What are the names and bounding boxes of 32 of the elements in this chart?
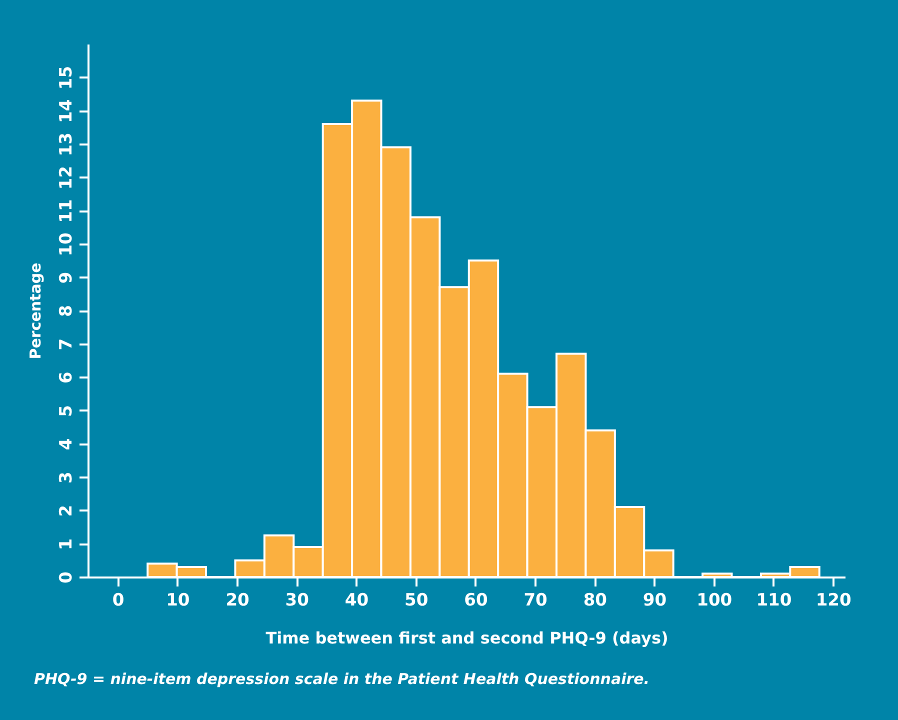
x-tick-label: 30 [285,590,310,610]
y-tick-label: 7 [56,338,76,350]
x-tick-label: 90 [642,590,667,610]
y-tick-label: 0 [56,571,76,584]
y-tick-label: 9 [56,272,76,284]
y-tick-label: 13 [56,132,76,156]
y-tick-label: 11 [56,199,76,223]
y-tick-label: 14 [56,99,76,123]
y-tick-label: 6 [56,372,76,384]
y-tick-label: 12 [56,166,76,190]
y-tick-label: 2 [56,504,76,517]
y-tick-label: 3 [56,472,76,484]
x-tick-label: 0 [112,590,124,610]
x-tick-label: 20 [226,590,250,610]
y-tick-label: 15 [56,66,76,90]
y-tick-label: 5 [56,405,76,417]
y-tick-label: 1 [56,538,76,550]
y-tick-label: 10 [56,232,76,256]
x-tick-label: 60 [464,590,488,610]
x-tick-label: 80 [583,590,608,610]
text: PHQ-9 = nine-item depression scale in the Patient Health Questionnaire. [34,670,650,688]
x-tick-label: 70 [524,590,548,610]
y-axis-title: Percentage [26,262,44,360]
y-tick-label: 8 [56,305,76,317]
x-tick-label: 40 [344,590,369,610]
x-tick-label: 110 [756,590,792,610]
x-axis-title: Time between first and second PHQ-9 (days) [266,628,668,648]
x-tick-label: 10 [166,590,190,610]
y-tick-label: 4 [56,438,76,450]
x-tick-label: 100 [696,590,732,610]
x-tick-label: 120 [816,590,852,610]
x-tick-label: 50 [404,590,428,610]
